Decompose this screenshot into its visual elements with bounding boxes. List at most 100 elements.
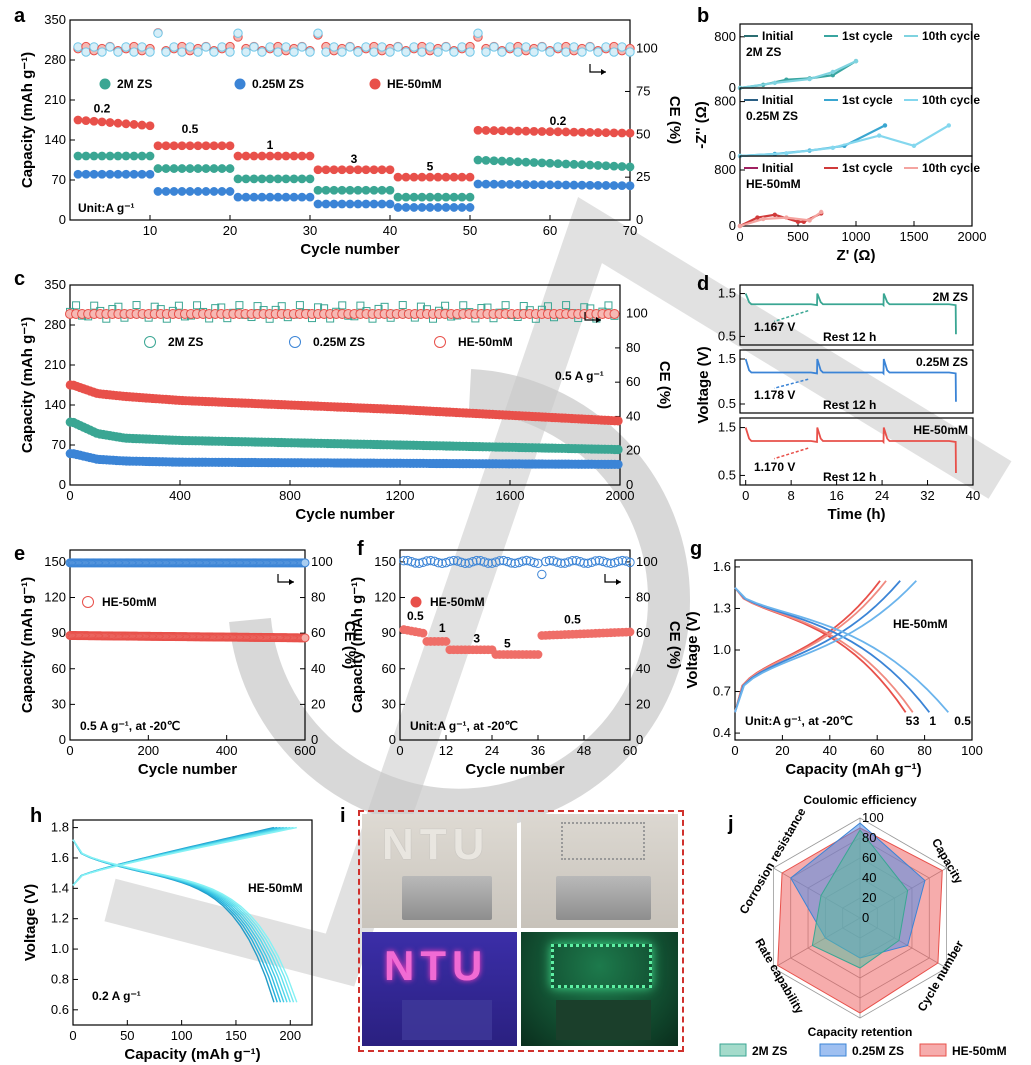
capacity-point [265,151,275,161]
rate-label: 1 [267,138,274,152]
capacity-point [289,151,299,161]
ntu-letters-unlit: NTU [382,820,491,869]
cell-pack-dark [556,1000,651,1040]
capacity-point [185,141,195,151]
x-tick-label: 2000 [606,488,635,503]
capacity-point [297,151,307,161]
capacity-point [529,126,539,136]
capacity-point [609,161,619,171]
capacity-point [465,203,475,212]
ce-marker-2m [501,301,510,310]
ce-point-025 [625,47,635,57]
ce-point [625,557,635,568]
ce-point [468,557,478,567]
ce-point-025 [193,47,203,57]
radar-series [811,829,909,969]
capacity-point [513,157,523,167]
x-tick-label: 12 [439,743,453,758]
y-tick-label: 800 [714,94,736,109]
x-tick-label: 10 [143,223,157,238]
capacity-point [97,117,107,127]
x-tick-label: 0 [736,229,743,244]
capacity-point [609,128,619,138]
x-tick-label: 50 [463,223,477,238]
capacity-point [529,158,539,167]
x-tick-label: 24 [875,488,889,503]
ce-point-025 [417,47,427,57]
capacity-point [161,187,171,196]
eis-curve [739,124,950,158]
eis-point [807,76,812,82]
ce-point-025 [289,47,299,57]
ce-point-025 [505,42,515,52]
capacity-point [297,192,307,202]
capacity-point [225,141,235,151]
capacity-point [113,118,123,128]
y2-axis-label: CE (%) [666,96,683,144]
ce-point-025 [569,42,579,52]
capacity-point [585,127,595,137]
y2-tick-label: 60 [311,625,325,640]
capacity-point [361,199,371,209]
capacity-point [489,156,499,166]
panel-a: 10 20 30 40 50 60 700701402102803500255075100C… [14,5,683,258]
rate-label: 3 [473,632,480,646]
ce-marker-2m [193,301,202,310]
capacity-point [105,118,115,127]
ce-point-025 [89,42,99,52]
y-tick-label: 140 [44,132,66,147]
ce-point [506,558,516,568]
capacity-point [137,151,147,161]
panel-h: 0 50 100 150 200 0.6 0.8 1.0 1.2 1.4 1.6 1.8 Capacit… [22,805,313,1063]
ce-point-025 [153,28,163,38]
capacity-point [617,181,627,191]
capacity-point [161,164,171,173]
led-grid-lit [551,944,652,988]
condition-note: 0.5 A g⁻¹, at -20℃ [80,719,180,733]
plot-frame [739,349,974,414]
capacity-point [129,120,139,129]
capacity-point [353,185,363,195]
x-tick-label: 20 [223,223,237,238]
voltage-curve [744,427,957,474]
capacity-point [257,192,267,202]
y-tick-label: 350 [44,12,66,27]
ce-point-025 [545,47,555,57]
eis-curve [739,60,857,90]
capacity-point [449,203,459,212]
capacity-point [441,192,451,202]
panel-d: 0.5 1.5 1.167 V Rest 12 h 2M ZS 0.5 1.5 1.178 V… [695,273,980,523]
photo-bottom-right [521,932,678,1046]
voltage-curve [744,358,957,402]
panel-f: 0 12 24 36 48 600306090120150020406080100Cycl… [349,538,683,778]
capacity-point [613,444,623,455]
capacity-point [345,199,355,209]
panel-i: i [340,805,346,827]
dashed-arrow [773,309,809,323]
ce-point [537,569,547,580]
ce-point-025 [593,47,603,57]
y-tick-label: 800 [714,162,736,177]
y-tick-label: 350 [44,277,66,292]
radar-tick: 20 [862,890,876,905]
capacity-point [89,151,99,161]
ce-point [399,556,409,566]
rate-note: 0.5 A g⁻¹ [555,369,604,383]
x-tick-label: 200 [137,743,159,758]
capacity-point [321,199,331,209]
capacity-point [505,126,515,136]
ce-point-025 [537,42,547,52]
legend-marker [369,78,381,90]
capacity-point [441,203,451,212]
ce-point-025 [457,42,467,52]
capacity-point [121,119,131,129]
capacity-point [513,180,523,189]
capacity-point [241,174,251,184]
capacity-point [537,180,547,190]
capacity-point [97,151,107,161]
y2-tick-label: 0 [636,732,643,747]
capacity-point [177,141,187,151]
capacity-point [177,164,187,173]
ce-point-025 [281,42,291,52]
plot-frame [72,819,313,1026]
